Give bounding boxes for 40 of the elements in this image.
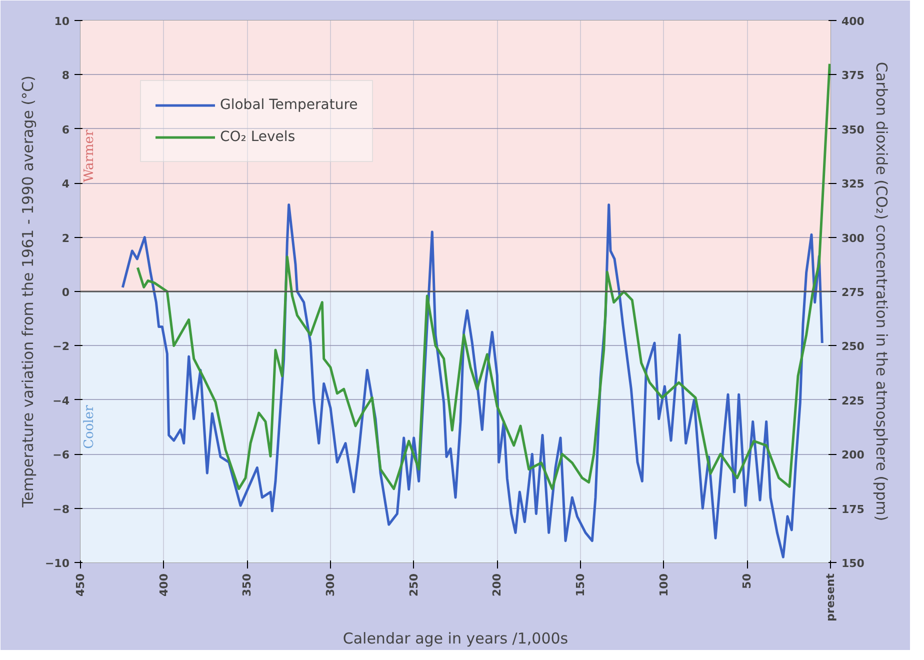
y2-tick-label: 275	[842, 286, 864, 299]
y-tick-label: −6	[52, 448, 70, 462]
y-tick-label: 8	[62, 69, 70, 82]
band-label: Cooler	[82, 404, 97, 449]
y2-tick-label: 225	[842, 394, 864, 408]
y2-tick-label: 325	[842, 178, 864, 191]
y-tick-label: 6	[62, 123, 70, 136]
x-tick-label: 300	[324, 573, 337, 596]
y-tick-label: −10	[44, 557, 70, 570]
line-series	[136, 62, 830, 490]
y2-axis-title: Carbon dioxide (CO₂) concentration in the atmosphere (ppm)	[872, 62, 890, 522]
y-tick-label: −2	[52, 340, 70, 354]
y2-tick-label: 175	[842, 502, 864, 516]
y2-tick-label: 400	[842, 15, 865, 28]
x-axis-title: Calendar age in years /1,000s	[342, 629, 568, 648]
x-tick-label: 250	[407, 573, 420, 596]
y-axis-title: Temperature variation from the 1961 - 1990 average (°C)	[18, 76, 37, 508]
x-tick-label: 400	[157, 573, 170, 596]
y2-tick-label: 250	[842, 340, 865, 354]
y2-tick-label: 350	[842, 123, 865, 136]
x-tick-label: 350	[240, 573, 254, 596]
y-tick-label: −8	[52, 502, 70, 516]
legend-label: Global Temperature	[220, 97, 358, 113]
y-tick-label: 10	[54, 15, 70, 28]
x-tick-label: 200	[490, 573, 504, 596]
y-tick-label: −4	[52, 394, 70, 408]
band-label: Warmer	[82, 129, 97, 182]
y2-tick-label: 375	[842, 69, 864, 82]
x-tick-label: 50	[740, 573, 754, 589]
y-tick-label: 4	[62, 178, 70, 191]
x-tick-label: 150	[574, 573, 587, 596]
x-tick-label: present	[824, 573, 837, 622]
y2-tick-label: 200	[842, 448, 865, 462]
y-tick-label: 0	[62, 286, 70, 299]
x-tick-label: 100	[657, 573, 670, 596]
x-tick-label: 450	[74, 573, 87, 596]
y-tick-label: 2	[62, 232, 70, 245]
legend-label: CO₂ Levels	[220, 129, 296, 145]
y2-tick-label: 150	[842, 557, 865, 570]
y2-tick-label: 300	[842, 232, 865, 245]
